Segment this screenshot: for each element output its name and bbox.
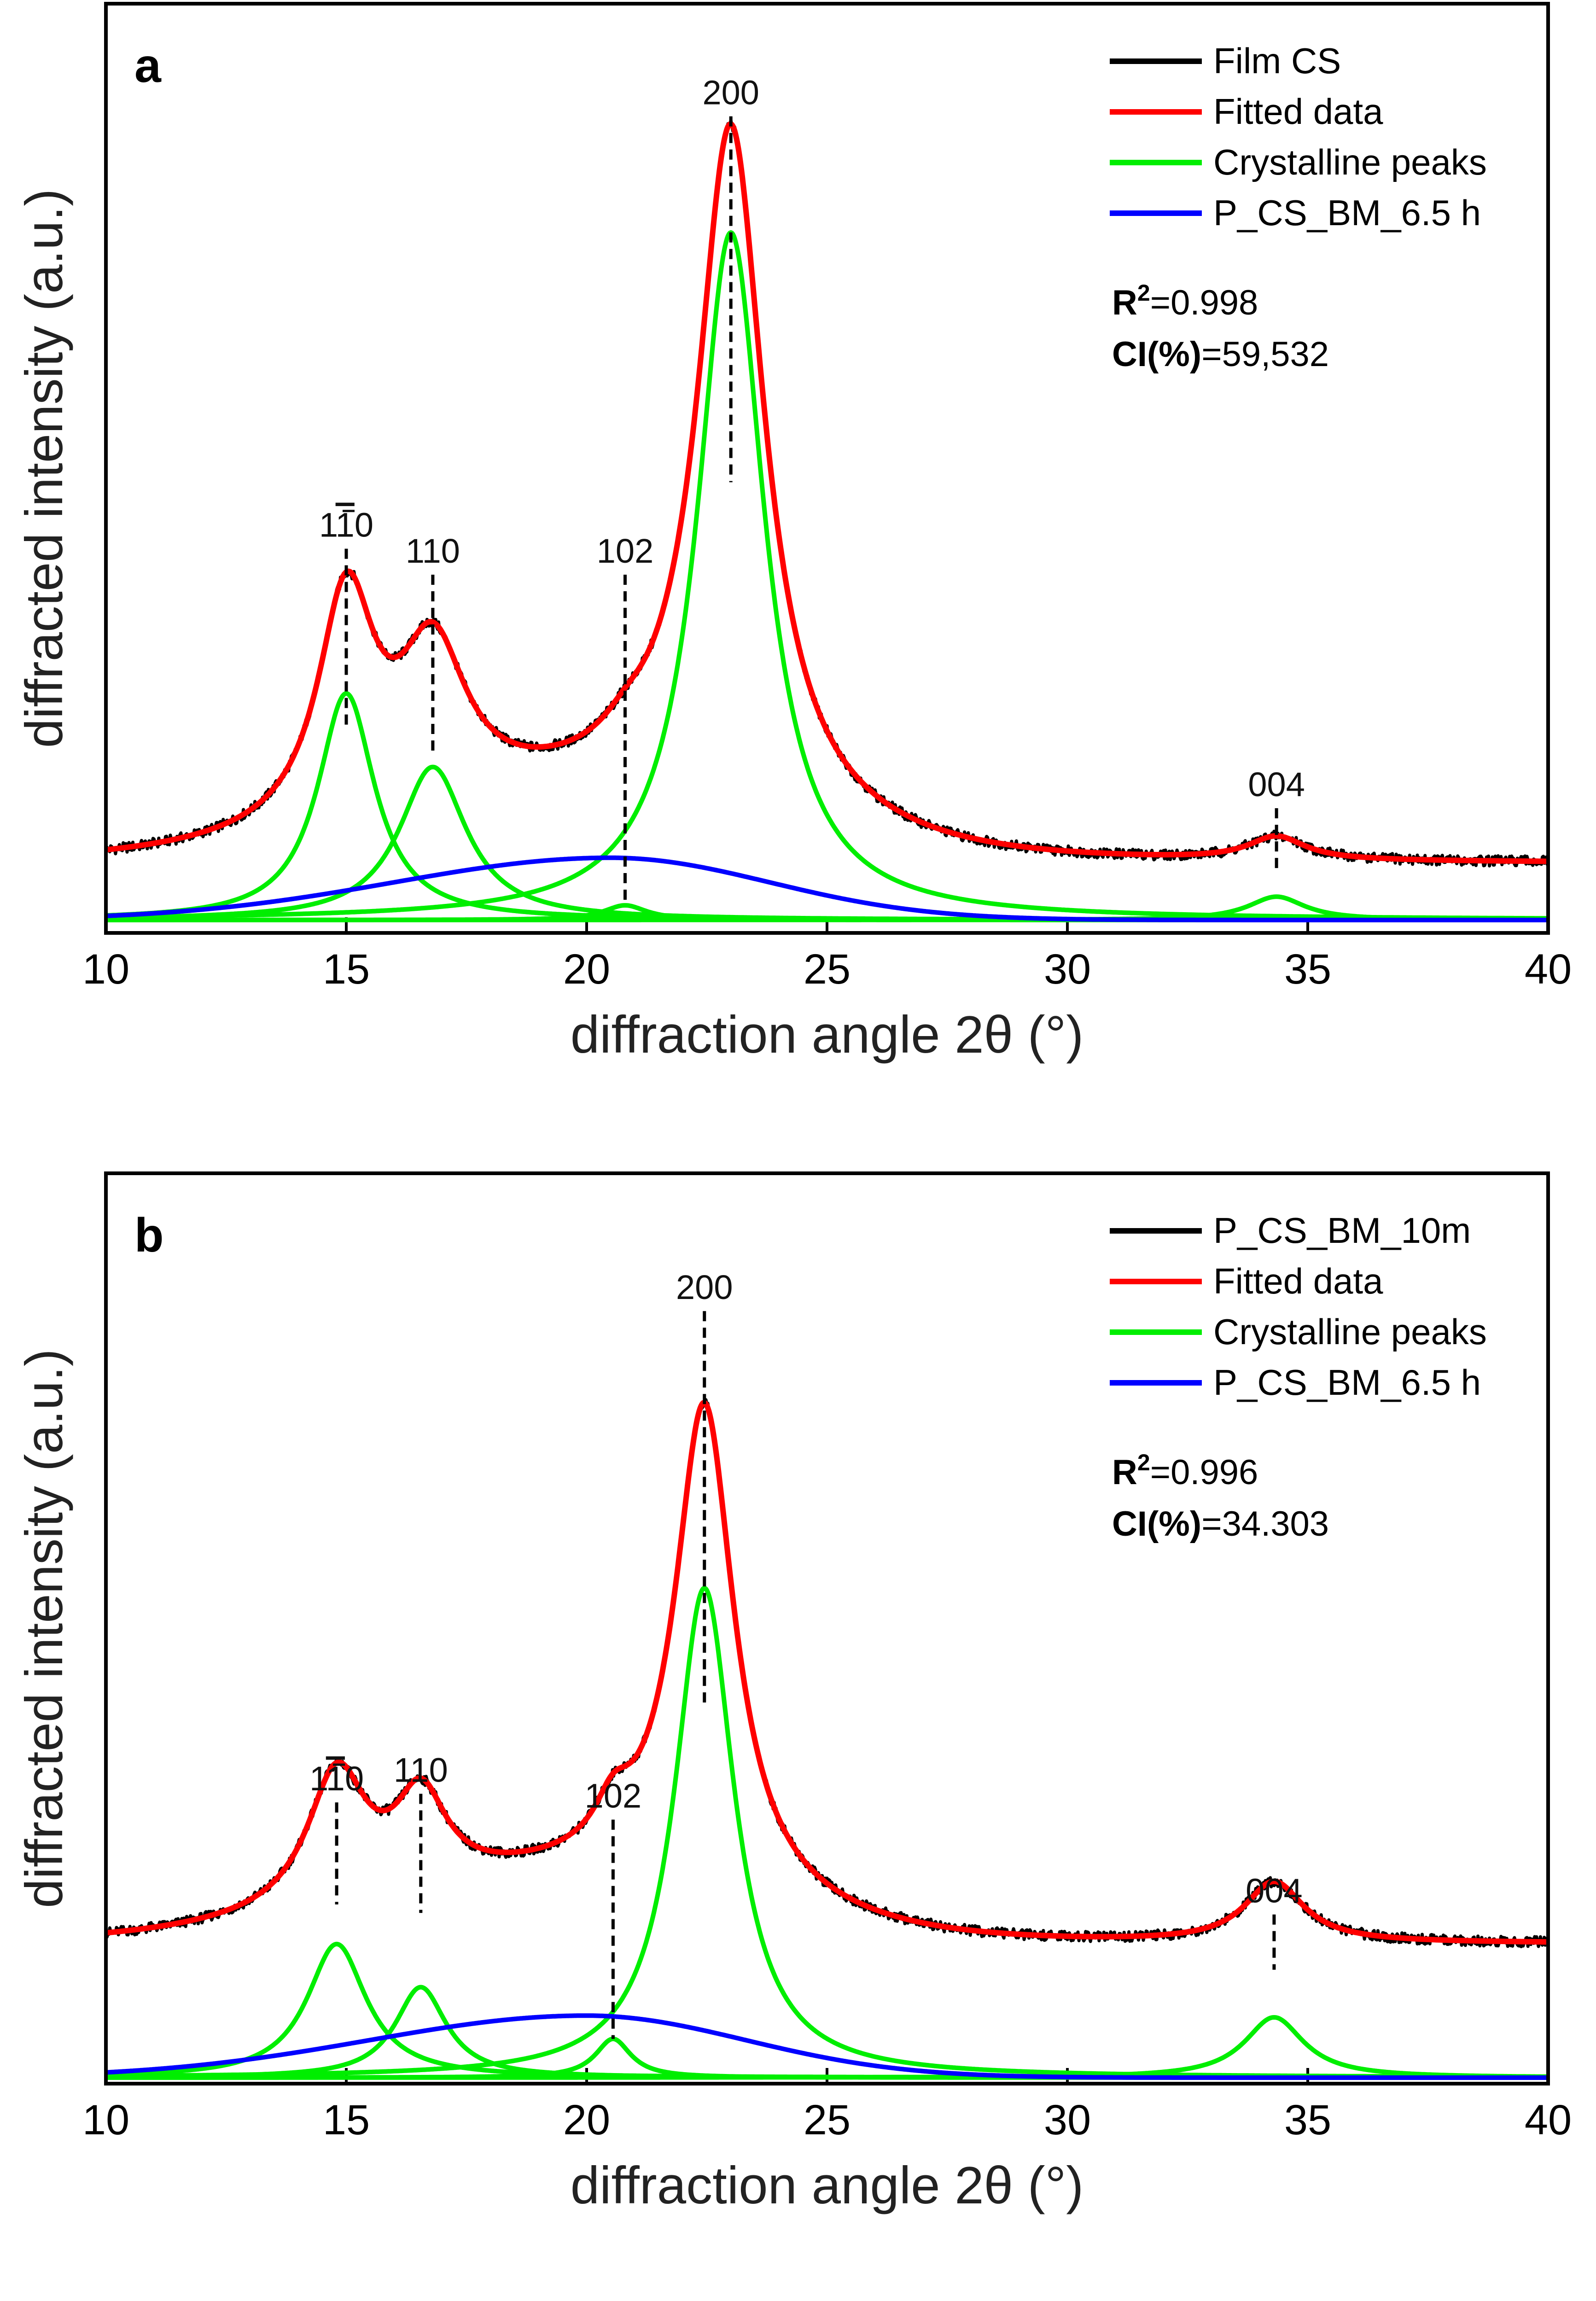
crystalline-peak-5	[108, 894, 1546, 922]
panel-letter: b	[134, 1209, 164, 1262]
peak-label: 200	[702, 74, 759, 112]
peak-label: 102	[585, 1777, 641, 1815]
x-tick-label: 10	[82, 946, 129, 993]
series-fit-line	[108, 1400, 1546, 1945]
crystallinity-index: CI(%)=34.303	[1112, 1504, 1329, 1544]
x-tick-label: 40	[1525, 2097, 1572, 2144]
legend-label: P_CS_BM_6.5 h	[1213, 192, 1481, 233]
x-tick-label: 20	[563, 946, 610, 993]
curves	[108, 1398, 1546, 2080]
peak-label: 110	[394, 1751, 448, 1789]
y-axis-title: diffracted intensity (a.u.)	[15, 189, 74, 748]
x-axis-title: diffraction angle 2θ (°)	[571, 1006, 1083, 1064]
x-axis-title: diffraction angle 2θ (°)	[571, 2156, 1083, 2215]
legend-label: P_CS_BM_10m	[1213, 1210, 1471, 1251]
x-tick-label: 15	[323, 946, 370, 993]
x-tick-label: 35	[1284, 2097, 1331, 2144]
x-tick-label: 20	[563, 2097, 610, 2144]
panel-letter: a	[134, 39, 162, 93]
x-tick-label: 25	[804, 2097, 850, 2144]
legend-label: P_CS_BM_6.5 h	[1213, 1362, 1481, 1403]
legend-label: Film CS	[1213, 41, 1341, 81]
x-tick-label: 35	[1284, 946, 1331, 993]
series-amorphous-line	[108, 855, 1546, 922]
r-squared: R2=0.998	[1112, 280, 1258, 322]
peak-label: 110	[309, 1759, 364, 1798]
peak-label: 110	[319, 506, 373, 544]
crystalline-peak-5	[108, 2015, 1546, 2080]
peak-label: 110	[406, 532, 460, 570]
x-tick-label: 30	[1044, 946, 1091, 993]
x-tick-label: 30	[1044, 2097, 1091, 2144]
peak-label: 102	[597, 532, 653, 570]
legend-label: Fitted data	[1213, 1261, 1383, 1301]
legend-label: Fitted data	[1213, 91, 1383, 132]
y-axis-title: diffracted intensity (a.u.)	[15, 1349, 74, 1908]
r-squared: R2=0.996	[1112, 1450, 1258, 1492]
panel-b: 10 15 20 25 30 35 40 diffraction angle 2θ (°) di…	[15, 1171, 1572, 2215]
x-tick-label: 10	[82, 2097, 129, 2144]
x-tick-label: 40	[1525, 946, 1572, 993]
crystalline-peak-4	[108, 230, 1546, 921]
peak-label: 200	[676, 1268, 733, 1306]
x-tick-label: 25	[804, 946, 850, 993]
series-amorphous-line	[108, 2013, 1546, 2080]
peak-label: 004	[1248, 765, 1305, 804]
panel-a: 10 15 20 25 30 35 40 diffraction angle 2θ (°) di…	[15, 2, 1572, 1064]
legend-label: Crystalline peaks	[1213, 1311, 1487, 1352]
x-tick-label: 15	[323, 2097, 370, 2144]
crystallinity-index: CI(%)=59,532	[1112, 335, 1329, 374]
legend-label: Crystalline peaks	[1213, 142, 1487, 182]
peak-label: 004	[1246, 1872, 1302, 1910]
